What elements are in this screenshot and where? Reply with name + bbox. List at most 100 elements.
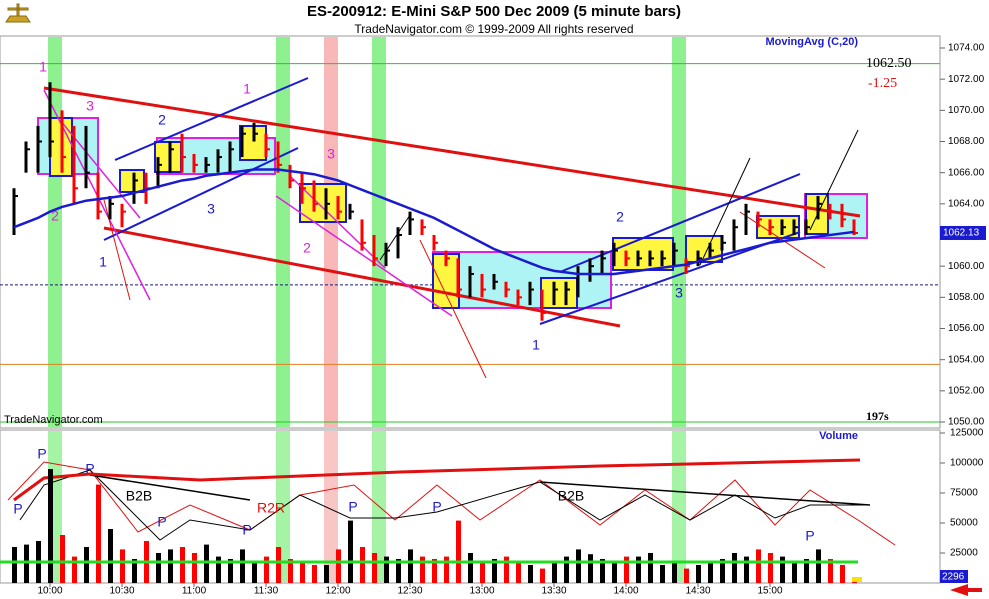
y-tick-label: 1070.00 (948, 105, 985, 116)
volume-bar (324, 565, 329, 583)
volume-annotation: P (242, 522, 251, 538)
volume-bar (744, 556, 749, 583)
legend-entry: MovingAvg (C,20) (766, 36, 859, 48)
volume-annotation: P (37, 446, 46, 462)
highlight-band (324, 37, 338, 427)
x-tick-label: 14:00 (613, 586, 638, 597)
volume-bar (312, 565, 317, 583)
last-volume-label: 2296 (942, 572, 965, 583)
volume-bar (768, 553, 773, 583)
trend-line (103, 199, 131, 301)
volume-bar (60, 535, 65, 583)
volume-annotation: P (805, 528, 814, 544)
highlight-band (672, 431, 686, 582)
trend-line (559, 173, 801, 273)
volume-bar (432, 559, 437, 583)
volume-annotation: B2B (558, 488, 584, 504)
volume-bar (720, 559, 725, 583)
volume-annotation: P (348, 499, 357, 515)
volume-bar (228, 559, 233, 583)
volume-bar (600, 559, 605, 583)
volume-bar (168, 549, 173, 583)
volume-bar (708, 561, 713, 583)
volume-bar (240, 549, 245, 583)
volume-bar (264, 556, 269, 583)
swing-line (7, 461, 896, 546)
wave-label: 2 (303, 240, 311, 256)
x-tick-label: 11:30 (254, 586, 279, 597)
y-tick-label: 50000 (950, 518, 978, 529)
volume-bar (672, 561, 677, 583)
volume-bar (840, 565, 845, 583)
y-tick-label: 25000 (950, 548, 978, 559)
y-tick-label: 1066.00 (948, 167, 985, 178)
volume-bar (564, 556, 569, 583)
wave-label: 3 (675, 285, 683, 301)
volume-bar (612, 561, 617, 583)
volume-bar (156, 553, 161, 583)
x-tick-label: 13:00 (469, 586, 494, 597)
volume-bar (396, 559, 401, 583)
volume-bar (480, 561, 485, 583)
volume-bar (660, 565, 665, 583)
logo-scale (5, 3, 31, 23)
wave-label: 1 (39, 59, 47, 75)
moving-average-line (13, 168, 855, 276)
volume-title: Volume (819, 430, 858, 442)
wave-label: 2 (158, 112, 166, 128)
volume-bar (552, 561, 557, 583)
chart-subtitle: TradeNavigator.com © 1999-2009 All right… (354, 22, 633, 36)
pattern-box (540, 277, 578, 309)
volume-bar (192, 553, 197, 583)
swing-line (539, 481, 871, 506)
volume-bar (348, 520, 353, 583)
x-tick-label: 10:30 (109, 586, 134, 597)
volume-bar (180, 547, 185, 583)
volume-bar (684, 568, 689, 583)
y-tick-label: 1056.00 (948, 323, 985, 334)
wave-label: 3 (86, 98, 94, 114)
volume-bar (492, 559, 497, 583)
pattern-box (612, 237, 674, 271)
wave-label: 1 (243, 81, 251, 97)
x-tick-label: 13:30 (541, 586, 566, 597)
trend-line (419, 239, 487, 379)
y-tick-label: 1058.00 (948, 292, 985, 303)
countdown-label: 197s (866, 409, 889, 423)
volume-bar (288, 559, 293, 583)
logo (5, 3, 31, 23)
trend-line (103, 147, 299, 241)
volume-annotation: P (157, 514, 166, 530)
wave-label: 1 (99, 254, 107, 270)
volume-annotation: B2B (126, 488, 152, 504)
x-tick-label: 12:00 (325, 586, 350, 597)
x-tick-label: 10:00 (37, 586, 62, 597)
volume-bar (372, 553, 377, 583)
wave-label: 2 (616, 209, 624, 225)
volume-bar (216, 556, 221, 583)
volume-bar (528, 565, 533, 583)
volume-bar (516, 561, 521, 583)
highlight-band (276, 37, 290, 427)
highlight-band (372, 37, 386, 427)
volume-bar (420, 556, 425, 583)
watermark: TradeNavigator.com (4, 414, 103, 426)
highlight-band (324, 431, 338, 582)
y-tick-label: 1064.00 (948, 198, 985, 209)
highlight-band (672, 37, 686, 427)
y-tick-label: 100000 (950, 458, 984, 469)
y-tick-label: 1054.00 (948, 354, 985, 365)
last-volume-tag (940, 570, 968, 583)
volume-bar (24, 544, 29, 583)
volume-bar (816, 549, 821, 583)
volume-bar (204, 544, 209, 583)
last-volume-marker (852, 577, 862, 582)
x-tick-label: 12:30 (397, 586, 422, 597)
volume-bar (444, 556, 449, 583)
volume-bar (72, 556, 77, 583)
chart-title: ES-200912: E-Mini S&P 500 Dec 2009 (5 mi… (307, 3, 681, 20)
scroll-arrow[interactable] (950, 584, 982, 596)
last-price-tag (940, 225, 986, 240)
trend-line (289, 175, 386, 269)
change-label: -1.25 (868, 76, 897, 91)
